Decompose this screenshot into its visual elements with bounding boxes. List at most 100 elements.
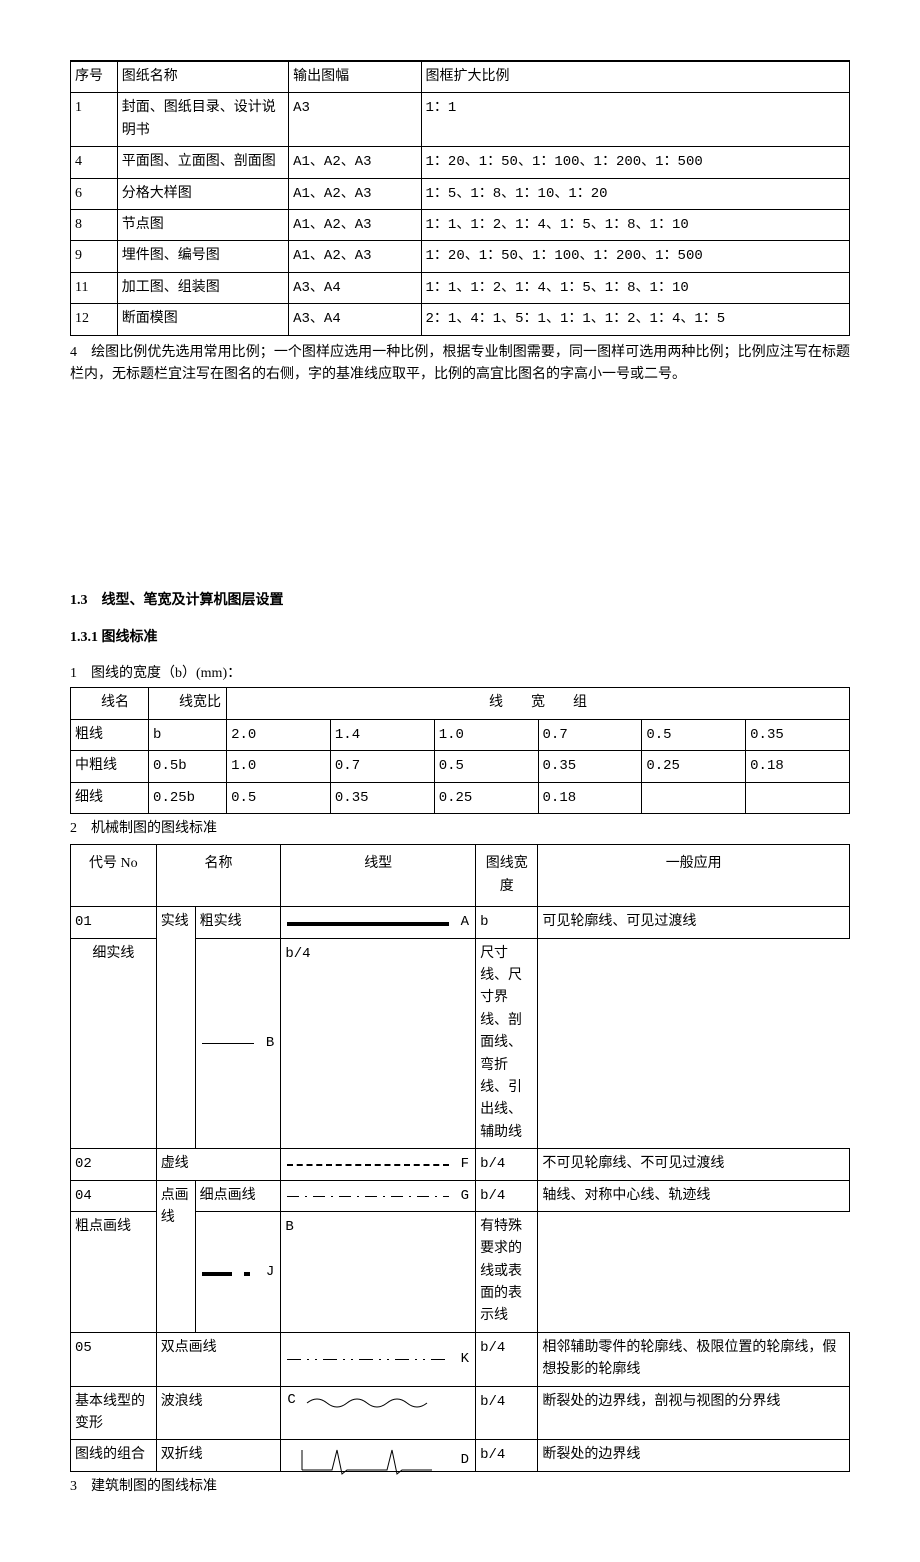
mechanical-line-table: 代号 No名称线型图线宽度一般应用01实线粗实线Ab可见轮廓线、可见过渡线细实线… bbox=[70, 844, 850, 1471]
table-cell: 平面图、立面图、剖面图 bbox=[117, 147, 288, 178]
table-header: 线型 bbox=[281, 845, 476, 907]
table-header: 名称 bbox=[156, 845, 281, 907]
table-cell: 波浪线 bbox=[156, 1386, 281, 1440]
table-cell: 0.5 bbox=[227, 782, 331, 813]
table-cell: A3、A4 bbox=[289, 304, 421, 335]
table-cell: 1：20、1：50、1：100、1：200、1：500 bbox=[421, 147, 849, 178]
table-cell: 8 bbox=[71, 209, 118, 240]
table-cell: b/4 bbox=[476, 1149, 538, 1180]
table-cell: 粗点画线 bbox=[71, 1211, 157, 1332]
table-cell: 有特殊要求的线或表面的表示线 bbox=[476, 1211, 538, 1332]
table-cell: 1：1、1：2、1：4、1：5、1：8、1：10 bbox=[421, 209, 849, 240]
table-header: 图纸名称 bbox=[117, 62, 288, 93]
table-header: 线 宽 组 bbox=[227, 688, 850, 719]
table-cell: 0.25b bbox=[149, 782, 227, 813]
paragraph-4: 4 绘图比例优先选用常用比例；一个图样应选用一种比例，根据专业制图需要，同一图样… bbox=[70, 342, 850, 387]
section-1-3-1-title: 1.3.1 图线标准 bbox=[70, 627, 850, 649]
table-cell: A3、A4 bbox=[289, 272, 421, 303]
table-cell: 粗线 bbox=[71, 719, 149, 750]
table-cell: 0.18 bbox=[746, 751, 850, 782]
table-cell: 断面模图 bbox=[117, 304, 288, 335]
table-cell: 轴线、对称中心线、轨迹线 bbox=[538, 1180, 850, 1211]
table-cell: 02 bbox=[71, 1149, 157, 1180]
table-cell: 1.0 bbox=[434, 719, 538, 750]
table-cell: 0.7 bbox=[538, 719, 642, 750]
table-cell: 0.25 bbox=[642, 751, 746, 782]
line-type-cell: D bbox=[281, 1440, 476, 1471]
table-cell: 节点图 bbox=[117, 209, 288, 240]
table-cell: 1.0 bbox=[227, 751, 331, 782]
line-type-cell: K bbox=[281, 1332, 476, 1386]
table-cell: B bbox=[281, 1211, 476, 1332]
table-cell: b/4 bbox=[476, 1180, 538, 1211]
table-cell: A1、A2、A3 bbox=[289, 241, 421, 272]
table-cell: 不可见轮廓线、不可见过渡线 bbox=[538, 1149, 850, 1180]
table-cell: 加工图、组装图 bbox=[117, 272, 288, 303]
drawing-scale-table: 序号图纸名称输出图幅图框扩大比例 1封面、图纸目录、设计说明书A31：1 4平面图、… bbox=[70, 61, 850, 336]
table-cell: 1：5、1：8、1：10、1：20 bbox=[421, 178, 849, 209]
table-cell: 0.35 bbox=[746, 719, 850, 750]
table-cell: 0.35 bbox=[330, 782, 434, 813]
table-cell: 断裂处的边界线，剖视与视图的分界线 bbox=[538, 1386, 850, 1440]
table-cell: 封面、图纸目录、设计说明书 bbox=[117, 93, 288, 147]
table-header: 线名 bbox=[71, 688, 149, 719]
table-cell: A1、A2、A3 bbox=[289, 209, 421, 240]
table-cell: 04 bbox=[71, 1180, 157, 1211]
table-cell: 4 bbox=[71, 147, 118, 178]
table-cell: 粗实线 bbox=[195, 907, 281, 938]
table-cell: 相邻辅助零件的轮廓线、极限位置的轮廓线，假想投影的轮廓线 bbox=[538, 1332, 850, 1386]
table-cell: b bbox=[149, 719, 227, 750]
table-cell: 05 bbox=[71, 1332, 157, 1386]
line-type-cell: B bbox=[195, 938, 281, 1149]
table-cell: 0.5 bbox=[642, 719, 746, 750]
table-cell: A3 bbox=[289, 93, 421, 147]
mech-line-std-title: 2 机械制图的图线标准 bbox=[70, 818, 850, 840]
table-cell: A1、A2、A3 bbox=[289, 147, 421, 178]
table-cell: A1、A2、A3 bbox=[289, 178, 421, 209]
table-cell: 分格大样图 bbox=[117, 178, 288, 209]
table-cell: 断裂处的边界线 bbox=[538, 1440, 850, 1471]
line-type-cell: J bbox=[195, 1211, 281, 1332]
table-header: 图框扩大比例 bbox=[421, 62, 849, 93]
table-cell: 0.25 bbox=[434, 782, 538, 813]
table-cell: 1：20、1：50、1：100、1：200、1：500 bbox=[421, 241, 849, 272]
table-cell: 1 bbox=[71, 93, 118, 147]
table-cell: 基本线型的变形 bbox=[71, 1386, 157, 1440]
table-header: 图线宽度 bbox=[476, 845, 538, 907]
table-header: 序号 bbox=[71, 62, 118, 93]
table-cell: 12 bbox=[71, 304, 118, 335]
table-cell: 01 bbox=[71, 907, 157, 938]
table-cell: 11 bbox=[71, 272, 118, 303]
table-cell: b/4 bbox=[281, 938, 476, 1149]
table-cell: 0.5 bbox=[434, 751, 538, 782]
table-cell: 点画线 bbox=[156, 1180, 195, 1332]
table-cell: 图线的组合 bbox=[71, 1440, 157, 1471]
table-cell: 细线 bbox=[71, 782, 149, 813]
table-cell: 2.0 bbox=[227, 719, 331, 750]
section-1-3-title: 1.3 线型、笔宽及计算机图层设置 bbox=[70, 590, 850, 612]
table-cell: 埋件图、编号图 bbox=[117, 241, 288, 272]
table-cell: 双点画线 bbox=[156, 1332, 281, 1386]
table-header: 线宽比 bbox=[149, 688, 227, 719]
table-cell: 虚线 bbox=[156, 1149, 281, 1180]
table-cell: 1：1、1：2、1：4、1：5、1：8、1：10 bbox=[421, 272, 849, 303]
table-cell: 实线 bbox=[156, 907, 195, 1149]
table-header: 代号 No bbox=[71, 845, 157, 907]
table-cell: 1：1 bbox=[421, 93, 849, 147]
table-cell: 可见轮廓线、可见过渡线 bbox=[538, 907, 850, 938]
table-cell: 中粗线 bbox=[71, 751, 149, 782]
table-cell: b/4 bbox=[476, 1386, 538, 1440]
table-cell bbox=[746, 782, 850, 813]
line-type-cell: A bbox=[281, 907, 476, 938]
table-cell: 0.35 bbox=[538, 751, 642, 782]
table-header: 输出图幅 bbox=[289, 62, 421, 93]
line-type-cell: C bbox=[281, 1386, 476, 1440]
table-cell bbox=[642, 782, 746, 813]
table-cell: b/4 bbox=[476, 1332, 538, 1386]
table-cell: 9 bbox=[71, 241, 118, 272]
table-cell: 0.5b bbox=[149, 751, 227, 782]
line-width-table: 线名线宽比线 宽 组粗线b2.01.41.00.70.50.35中粗线0.5b1… bbox=[70, 687, 850, 814]
table-cell: 0.7 bbox=[330, 751, 434, 782]
table-cell: 6 bbox=[71, 178, 118, 209]
line-width-intro: 1 图线的宽度（b）(mm)： bbox=[70, 663, 850, 685]
